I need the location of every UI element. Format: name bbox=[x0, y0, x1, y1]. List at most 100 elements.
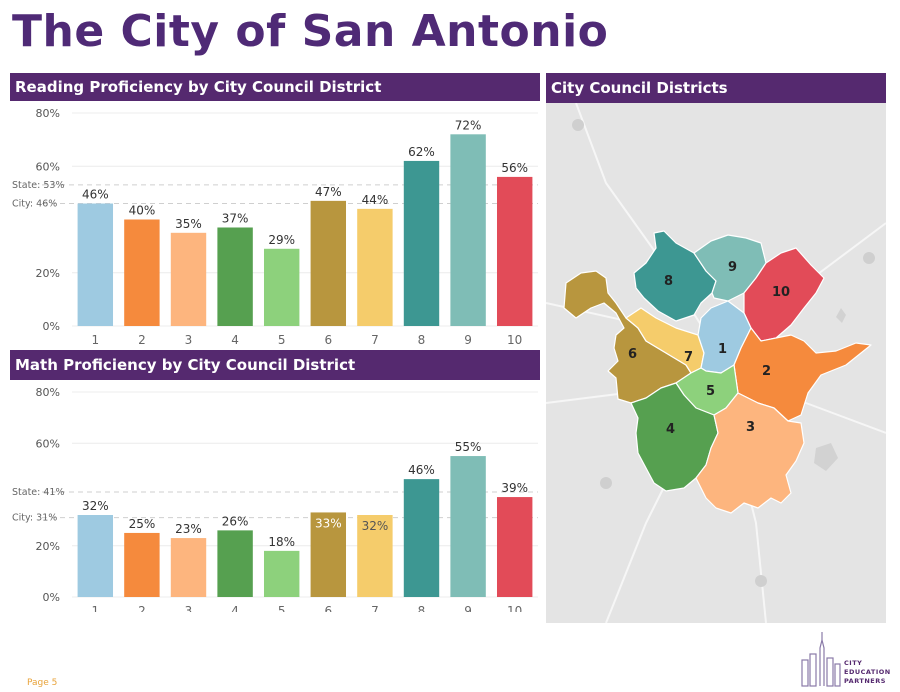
district-1-label: 1 bbox=[718, 342, 727, 357]
x-tick-label: 5 bbox=[278, 333, 286, 347]
x-tick-label: 3 bbox=[185, 604, 193, 612]
bar-district-1 bbox=[77, 203, 114, 326]
bar-value-label: 37% bbox=[222, 211, 249, 225]
city-education-partners-logo: CITY EDUCATION PARTNERS bbox=[801, 632, 890, 687]
district-3-label: 3 bbox=[746, 420, 755, 435]
bar-district-7 bbox=[357, 515, 393, 597]
y-tick-label: 0% bbox=[43, 591, 60, 604]
bar-value-label: 46% bbox=[82, 188, 109, 202]
bar-value-label: 26% bbox=[222, 514, 249, 528]
x-tick-label: 2 bbox=[138, 604, 146, 612]
district-5-label: 5 bbox=[706, 384, 715, 399]
reference-line-label: City: 46% bbox=[12, 199, 57, 210]
skyline-icon bbox=[801, 632, 841, 687]
y-tick-label: 60% bbox=[36, 160, 60, 173]
bar-district-9 bbox=[450, 456, 486, 597]
district-8-label: 8 bbox=[664, 274, 673, 289]
x-tick-label: 6 bbox=[324, 604, 332, 612]
bar-value-label: 56% bbox=[501, 161, 528, 175]
bar-value-label: 72% bbox=[455, 118, 482, 132]
y-tick-label: 80% bbox=[36, 107, 60, 120]
bar-district-5 bbox=[263, 248, 300, 326]
bar-value-label: 32% bbox=[362, 519, 389, 533]
x-tick-label: 7 bbox=[371, 333, 379, 347]
math-chart-title: Math Proficiency by City Council Distric… bbox=[10, 350, 540, 380]
district-10-label: 10 bbox=[772, 285, 790, 300]
bar-district-2 bbox=[124, 219, 160, 326]
district-4-label: 4 bbox=[666, 422, 675, 437]
bar-value-label: 44% bbox=[362, 193, 389, 207]
x-tick-label: 1 bbox=[91, 333, 99, 347]
x-tick-label: 9 bbox=[464, 604, 472, 612]
y-tick-label: 80% bbox=[36, 386, 60, 399]
map-water bbox=[814, 308, 846, 471]
bar-value-label: 32% bbox=[82, 499, 109, 513]
x-tick-label: 4 bbox=[231, 604, 239, 612]
y-tick-label: 20% bbox=[36, 540, 60, 553]
bar-value-label: 46% bbox=[408, 463, 435, 477]
bar-value-label: 47% bbox=[315, 185, 342, 199]
bar-value-label: 33% bbox=[315, 516, 342, 530]
reading-proficiency-chart: 0%20%60%80%State: 53%City: 46%46%140%235… bbox=[12, 107, 538, 347]
x-tick-label: 4 bbox=[231, 333, 239, 347]
bar-value-label: 39% bbox=[501, 481, 528, 495]
x-tick-label: 5 bbox=[278, 604, 286, 612]
council-districts-map: 8 9 10 1 6 7 2 5 4 3 bbox=[546, 103, 886, 623]
district-2-label: 2 bbox=[762, 364, 771, 379]
bar-district-10 bbox=[496, 497, 533, 597]
bar-value-label: 29% bbox=[268, 233, 295, 247]
y-tick-label: 0% bbox=[43, 320, 60, 333]
bar-district-8 bbox=[403, 160, 440, 326]
bar-district-9 bbox=[450, 134, 486, 326]
logo-line-3: PARTNERS bbox=[844, 677, 886, 685]
district-7-label: 7 bbox=[684, 350, 693, 365]
logo-line-1: CITY bbox=[844, 659, 862, 667]
x-tick-label: 8 bbox=[418, 333, 426, 347]
reference-line-label: State: 53% bbox=[12, 180, 64, 191]
district-3-shape bbox=[695, 392, 805, 514]
x-tick-label: 10 bbox=[507, 604, 522, 612]
bar-value-label: 40% bbox=[129, 204, 156, 218]
district-6-label: 6 bbox=[628, 347, 637, 362]
bar-value-label: 62% bbox=[408, 145, 435, 159]
highway-shield-icon bbox=[572, 119, 875, 587]
bar-district-1 bbox=[77, 515, 114, 597]
reference-line-label: City: 31% bbox=[12, 513, 57, 524]
x-tick-label: 7 bbox=[371, 604, 379, 612]
bar-district-4 bbox=[217, 227, 253, 326]
bar-district-6 bbox=[310, 200, 347, 326]
district-shapes bbox=[563, 230, 872, 514]
bar-district-7 bbox=[357, 208, 393, 326]
district-labels: 8 9 10 1 6 7 2 5 4 3 bbox=[628, 260, 790, 437]
reference-line-label: State: 41% bbox=[12, 487, 64, 498]
x-tick-label: 10 bbox=[507, 333, 522, 347]
bar-value-label: 25% bbox=[129, 517, 156, 531]
bar-district-2 bbox=[124, 532, 160, 597]
district-10-shape bbox=[743, 247, 825, 342]
bar-district-5 bbox=[263, 550, 300, 597]
x-tick-label: 8 bbox=[418, 604, 426, 612]
reading-chart-title: Reading Proficiency by City Council Dist… bbox=[10, 73, 540, 101]
bar-district-6 bbox=[310, 512, 347, 597]
x-tick-label: 2 bbox=[138, 333, 146, 347]
bar-district-10 bbox=[496, 176, 533, 326]
bar-district-8 bbox=[403, 479, 440, 597]
bar-value-label: 23% bbox=[175, 522, 202, 536]
bar-district-4 bbox=[217, 530, 253, 597]
y-tick-label: 20% bbox=[36, 267, 60, 280]
logo-line-2: EDUCATION bbox=[844, 668, 890, 676]
x-tick-label: 9 bbox=[464, 333, 472, 347]
y-tick-label: 60% bbox=[36, 437, 60, 450]
x-tick-label: 3 bbox=[185, 333, 193, 347]
bar-value-label: 55% bbox=[455, 440, 482, 454]
district-9-label: 9 bbox=[728, 260, 737, 275]
map-title: City Council Districts bbox=[546, 73, 886, 103]
x-tick-label: 6 bbox=[324, 333, 332, 347]
bar-district-3 bbox=[170, 538, 207, 597]
x-tick-label: 1 bbox=[91, 604, 99, 612]
bar-value-label: 35% bbox=[175, 217, 202, 231]
bar-value-label: 18% bbox=[268, 535, 295, 549]
bar-district-3 bbox=[170, 232, 207, 326]
page-title: The City of San Antonio bbox=[12, 6, 609, 57]
page-number: Page 5 bbox=[27, 678, 58, 688]
